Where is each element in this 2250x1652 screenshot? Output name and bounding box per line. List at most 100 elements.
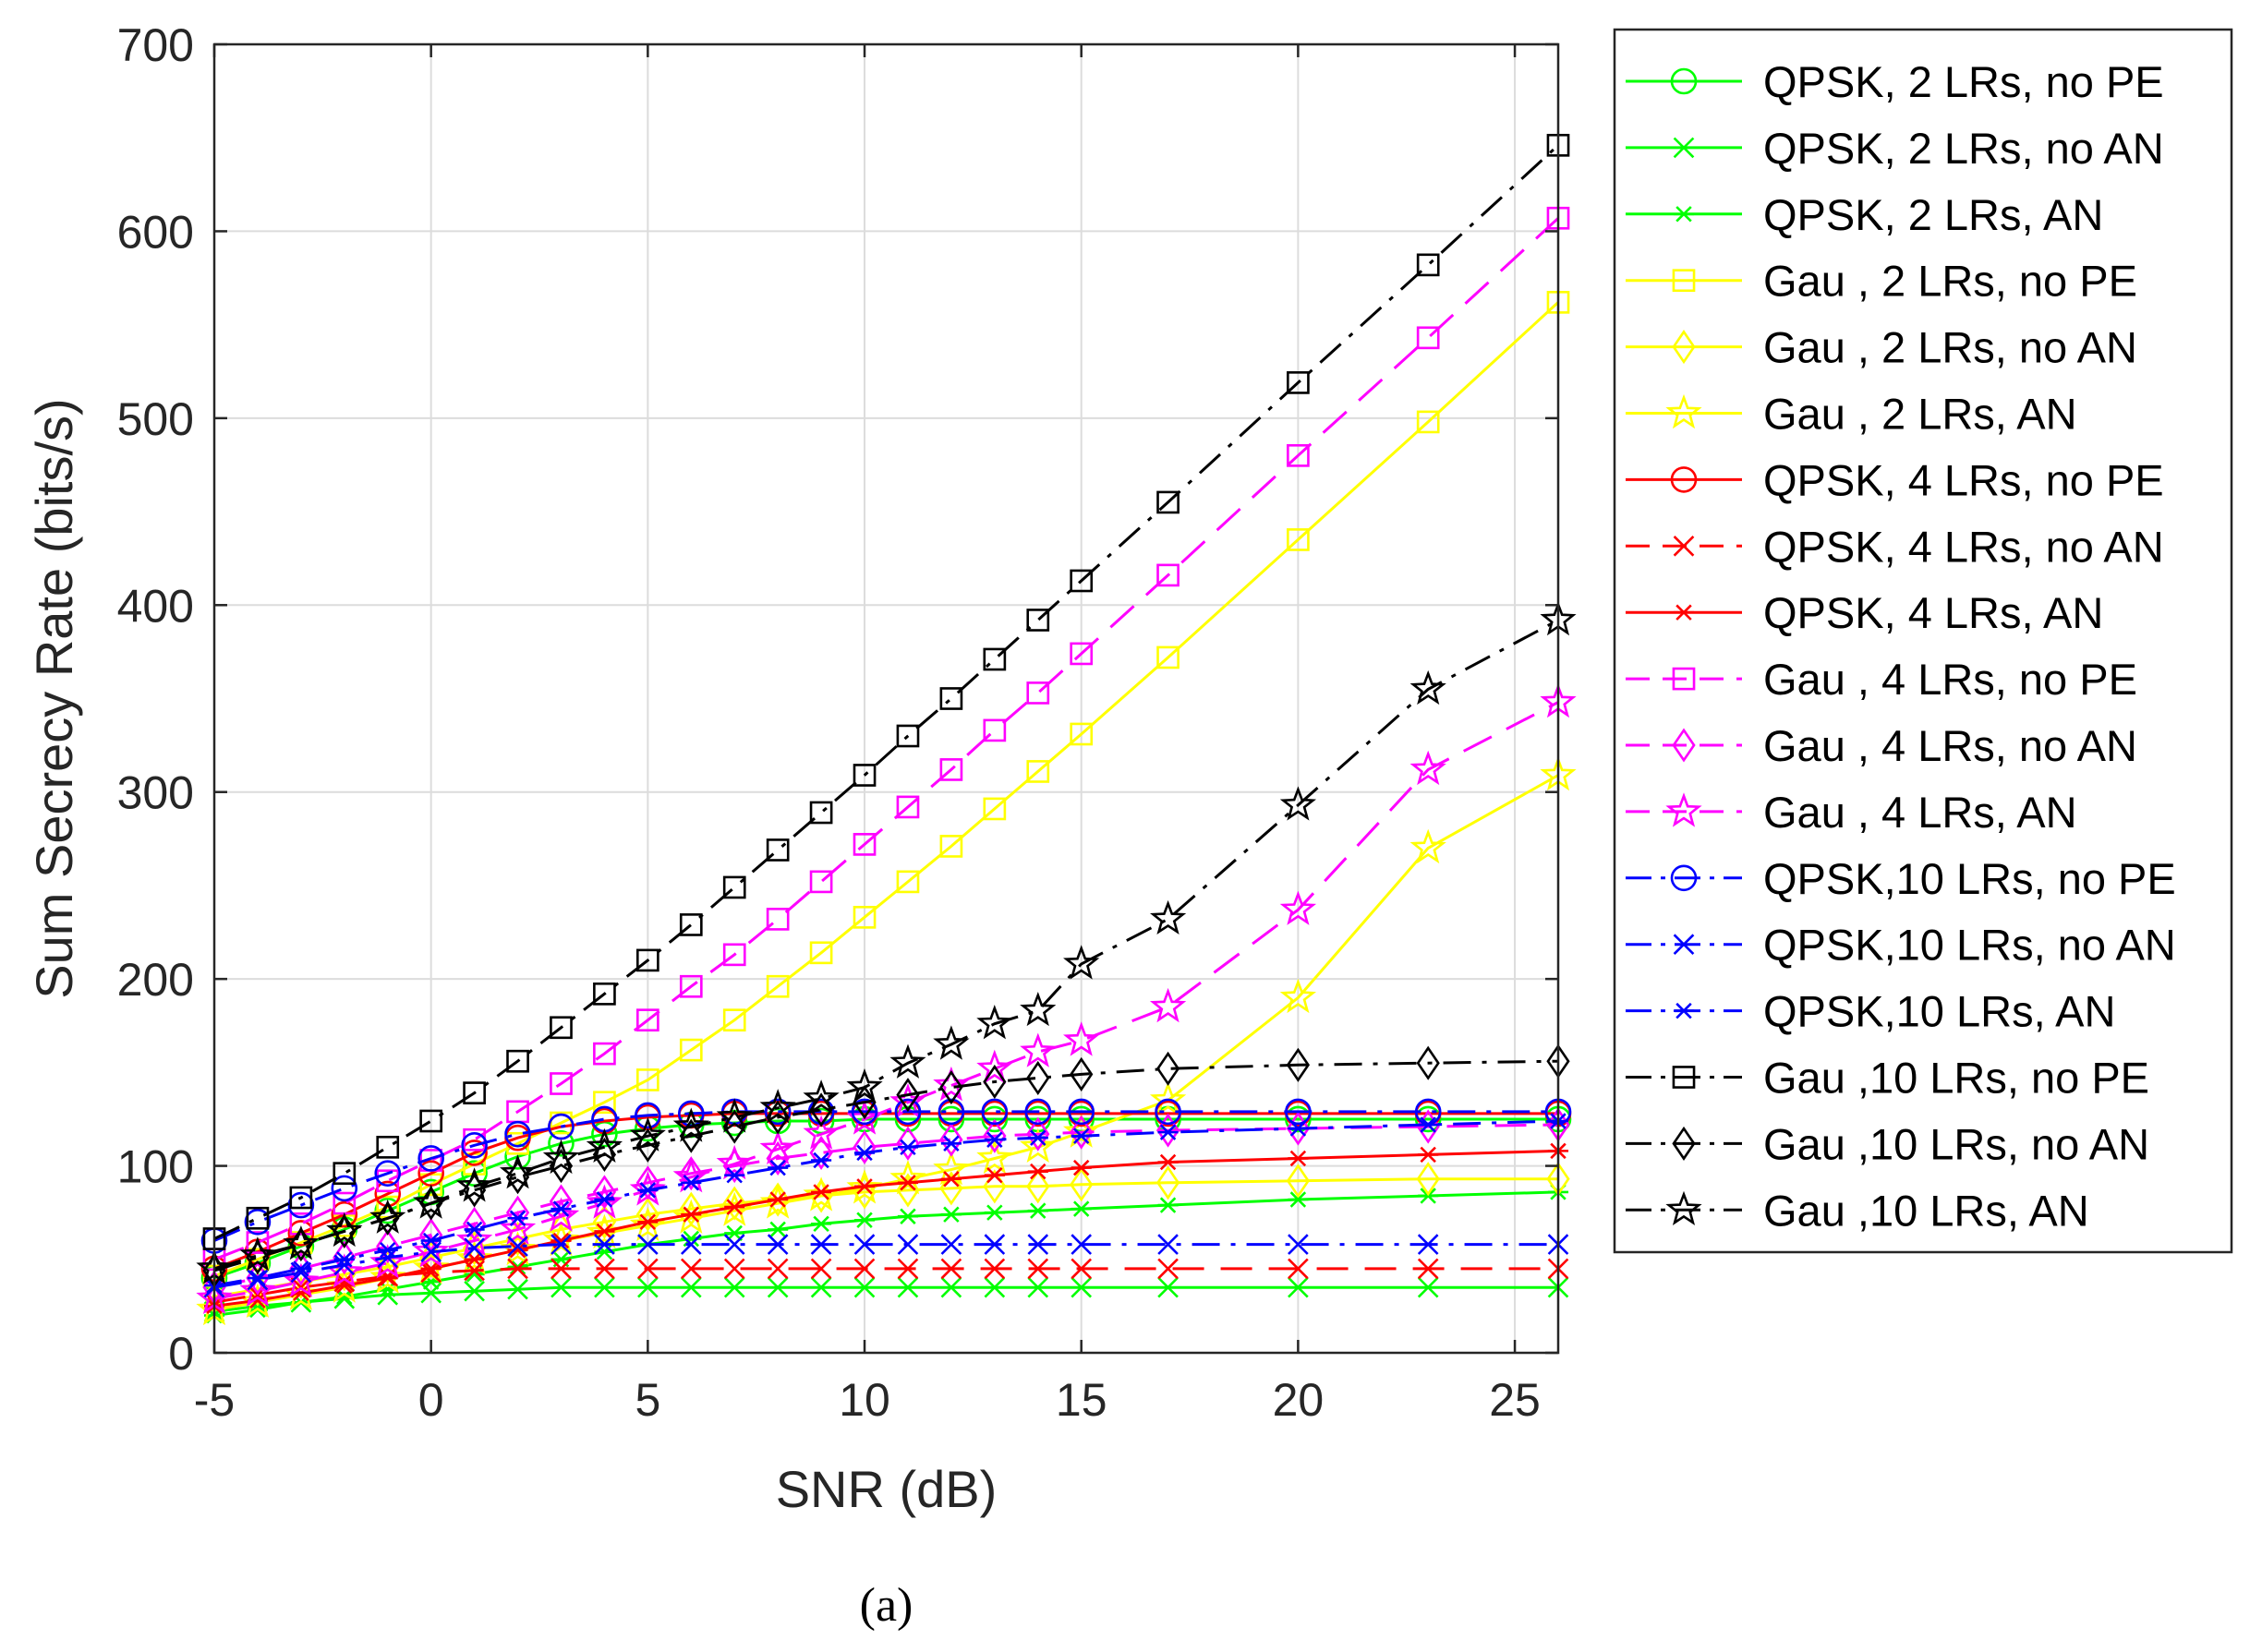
- data-point: [809, 870, 833, 894]
- data-point: [759, 1089, 796, 1124]
- series-18: [196, 600, 1577, 1284]
- data-point: [984, 1204, 1005, 1221]
- data-point: [1288, 1234, 1309, 1255]
- data-point: [593, 1042, 616, 1066]
- data-point: [1068, 1098, 1095, 1126]
- data-point: [455, 1167, 493, 1202]
- data-point: [722, 875, 746, 899]
- data-point: [716, 1098, 753, 1133]
- legend-item: QPSK, 2 LRs, AN: [1626, 190, 2103, 239]
- data-point: [940, 1234, 962, 1255]
- data-point: [1063, 1021, 1100, 1056]
- data-point: [768, 1159, 789, 1176]
- data-point: [419, 1109, 443, 1133]
- data-point: [811, 1184, 832, 1200]
- data-point: [333, 1251, 355, 1268]
- data-point: [1287, 528, 1310, 551]
- data-point: [462, 1206, 487, 1241]
- data-point: [376, 1135, 400, 1159]
- data-point: [1024, 1098, 1052, 1126]
- data-point: [542, 1221, 580, 1257]
- legend-marker: [1672, 269, 1696, 293]
- data-point: [1416, 1045, 1440, 1080]
- legend-item: Gau ,10 LRs, AN: [1626, 1186, 2089, 1235]
- data-point: [722, 1008, 746, 1032]
- data-point: [637, 1234, 659, 1255]
- y-tick-label: 200: [117, 954, 194, 1006]
- data-point: [548, 1113, 575, 1140]
- legend-label: Gau ,10 LRs, AN: [1763, 1186, 2089, 1235]
- data-point: [680, 1276, 702, 1298]
- data-point: [1286, 1047, 1311, 1082]
- data-point: [1417, 1276, 1439, 1298]
- legend-box: [1613, 28, 2233, 1254]
- legend-marker: [1665, 393, 1702, 429]
- data-point: [1285, 1105, 1312, 1133]
- data-point: [853, 764, 877, 787]
- legend-marker: [1670, 466, 1698, 493]
- x-tick-label: 0: [418, 1374, 444, 1426]
- data-point: [889, 1043, 926, 1079]
- data-point: [939, 687, 963, 710]
- data-point: [766, 908, 790, 931]
- data-point: [1071, 1258, 1093, 1280]
- data-point: [846, 1067, 883, 1103]
- data-point: [586, 1127, 623, 1164]
- data-point: [897, 1208, 919, 1224]
- x-axis-label: SNR (dB): [776, 1460, 998, 1518]
- data-point: [455, 1240, 493, 1275]
- series-9: [203, 1142, 1569, 1315]
- y-tick-label: 400: [117, 580, 194, 632]
- data-point: [333, 1162, 357, 1186]
- data-point: [505, 1195, 530, 1230]
- legend-marker: [1665, 1190, 1702, 1225]
- data-point: [331, 1200, 358, 1228]
- data-point: [246, 1240, 270, 1275]
- data-point: [1149, 899, 1187, 935]
- data-point: [766, 974, 790, 998]
- data-point: [809, 1135, 833, 1170]
- y-tick-label: 600: [117, 206, 194, 258]
- data-point: [637, 1276, 659, 1298]
- data-point: [811, 1215, 832, 1233]
- data-point: [376, 1249, 400, 1284]
- x-tick-label: -5: [194, 1374, 235, 1426]
- legend-marker: [1670, 864, 1698, 892]
- x-tick-label: 20: [1273, 1374, 1325, 1426]
- data-point: [724, 1199, 745, 1215]
- data-point: [1279, 786, 1317, 821]
- legend-marker: [1673, 535, 1695, 557]
- data-point: [1287, 371, 1310, 394]
- data-point: [672, 1107, 709, 1142]
- data-point: [629, 1116, 666, 1152]
- data-point: [940, 1276, 962, 1298]
- data-point: [1026, 760, 1050, 783]
- legend-marker: [1672, 1126, 1696, 1161]
- data-point: [499, 1231, 537, 1266]
- data-point: [586, 1184, 623, 1219]
- data-point: [592, 1204, 617, 1239]
- data-point: [594, 1276, 615, 1298]
- data-point: [896, 1126, 920, 1161]
- data-point: [983, 1118, 1007, 1153]
- data-point: [723, 1258, 745, 1280]
- data-point: [894, 1105, 922, 1133]
- series-line: [213, 1110, 1558, 1242]
- data-point: [326, 1212, 363, 1248]
- data-point: [939, 758, 963, 781]
- data-point: [1070, 1115, 1094, 1150]
- data-point: [1071, 1234, 1093, 1255]
- data-point: [1063, 1113, 1100, 1148]
- data-point: [939, 1069, 963, 1105]
- legend-item: Gau , 4 LRs, no PE: [1626, 655, 2137, 704]
- data-point: [1149, 1081, 1187, 1116]
- data-point: [897, 1175, 919, 1191]
- data-point: [635, 1197, 659, 1232]
- data-point: [420, 1260, 442, 1277]
- data-point: [1157, 1276, 1179, 1298]
- data-point: [1156, 645, 1179, 669]
- data-point: [1285, 1098, 1312, 1126]
- data-point: [377, 1241, 398, 1259]
- data-point: [550, 1276, 572, 1298]
